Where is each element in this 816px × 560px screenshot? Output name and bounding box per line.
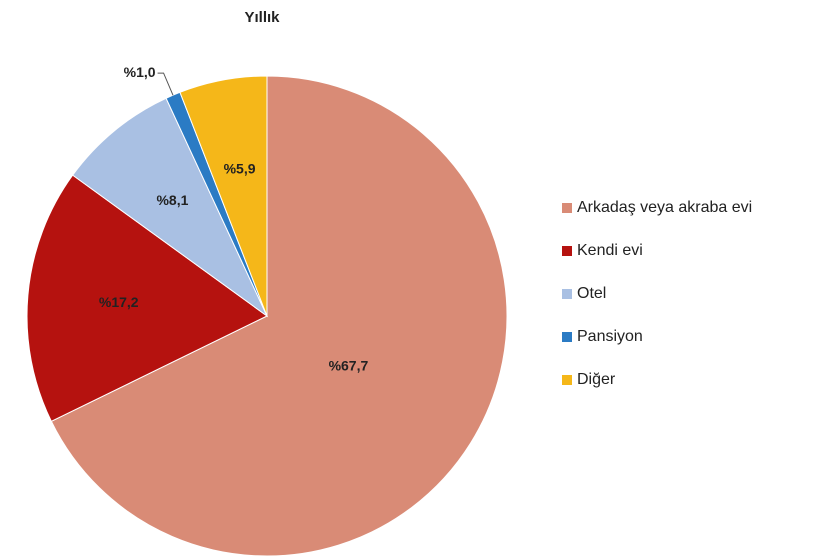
legend-label: Pansiyon xyxy=(577,328,643,345)
legend-label: Arkadaş veya akraba evi xyxy=(577,199,752,216)
data-label: %5,9 xyxy=(224,160,256,176)
legend-swatch xyxy=(562,332,572,342)
legend-label: Kendi evi xyxy=(577,242,643,259)
pie-slice xyxy=(26,174,268,423)
data-label: %67,7 xyxy=(329,358,369,374)
chart-title: Yıllık xyxy=(244,9,280,26)
pie-slice xyxy=(179,75,268,317)
data-label: %8,1 xyxy=(156,192,188,208)
pie-slice xyxy=(50,75,508,557)
legend-label: Diğer xyxy=(577,371,616,388)
legend-swatch xyxy=(562,246,572,256)
data-label: %1,0 xyxy=(124,64,156,80)
legend-swatch xyxy=(562,289,572,299)
legend-label: Otel xyxy=(577,285,606,302)
pie-slice xyxy=(72,97,269,318)
leader-line xyxy=(157,72,174,96)
legend-swatch xyxy=(562,375,572,385)
legend-swatch xyxy=(562,203,572,213)
data-label: %17,2 xyxy=(99,294,139,310)
